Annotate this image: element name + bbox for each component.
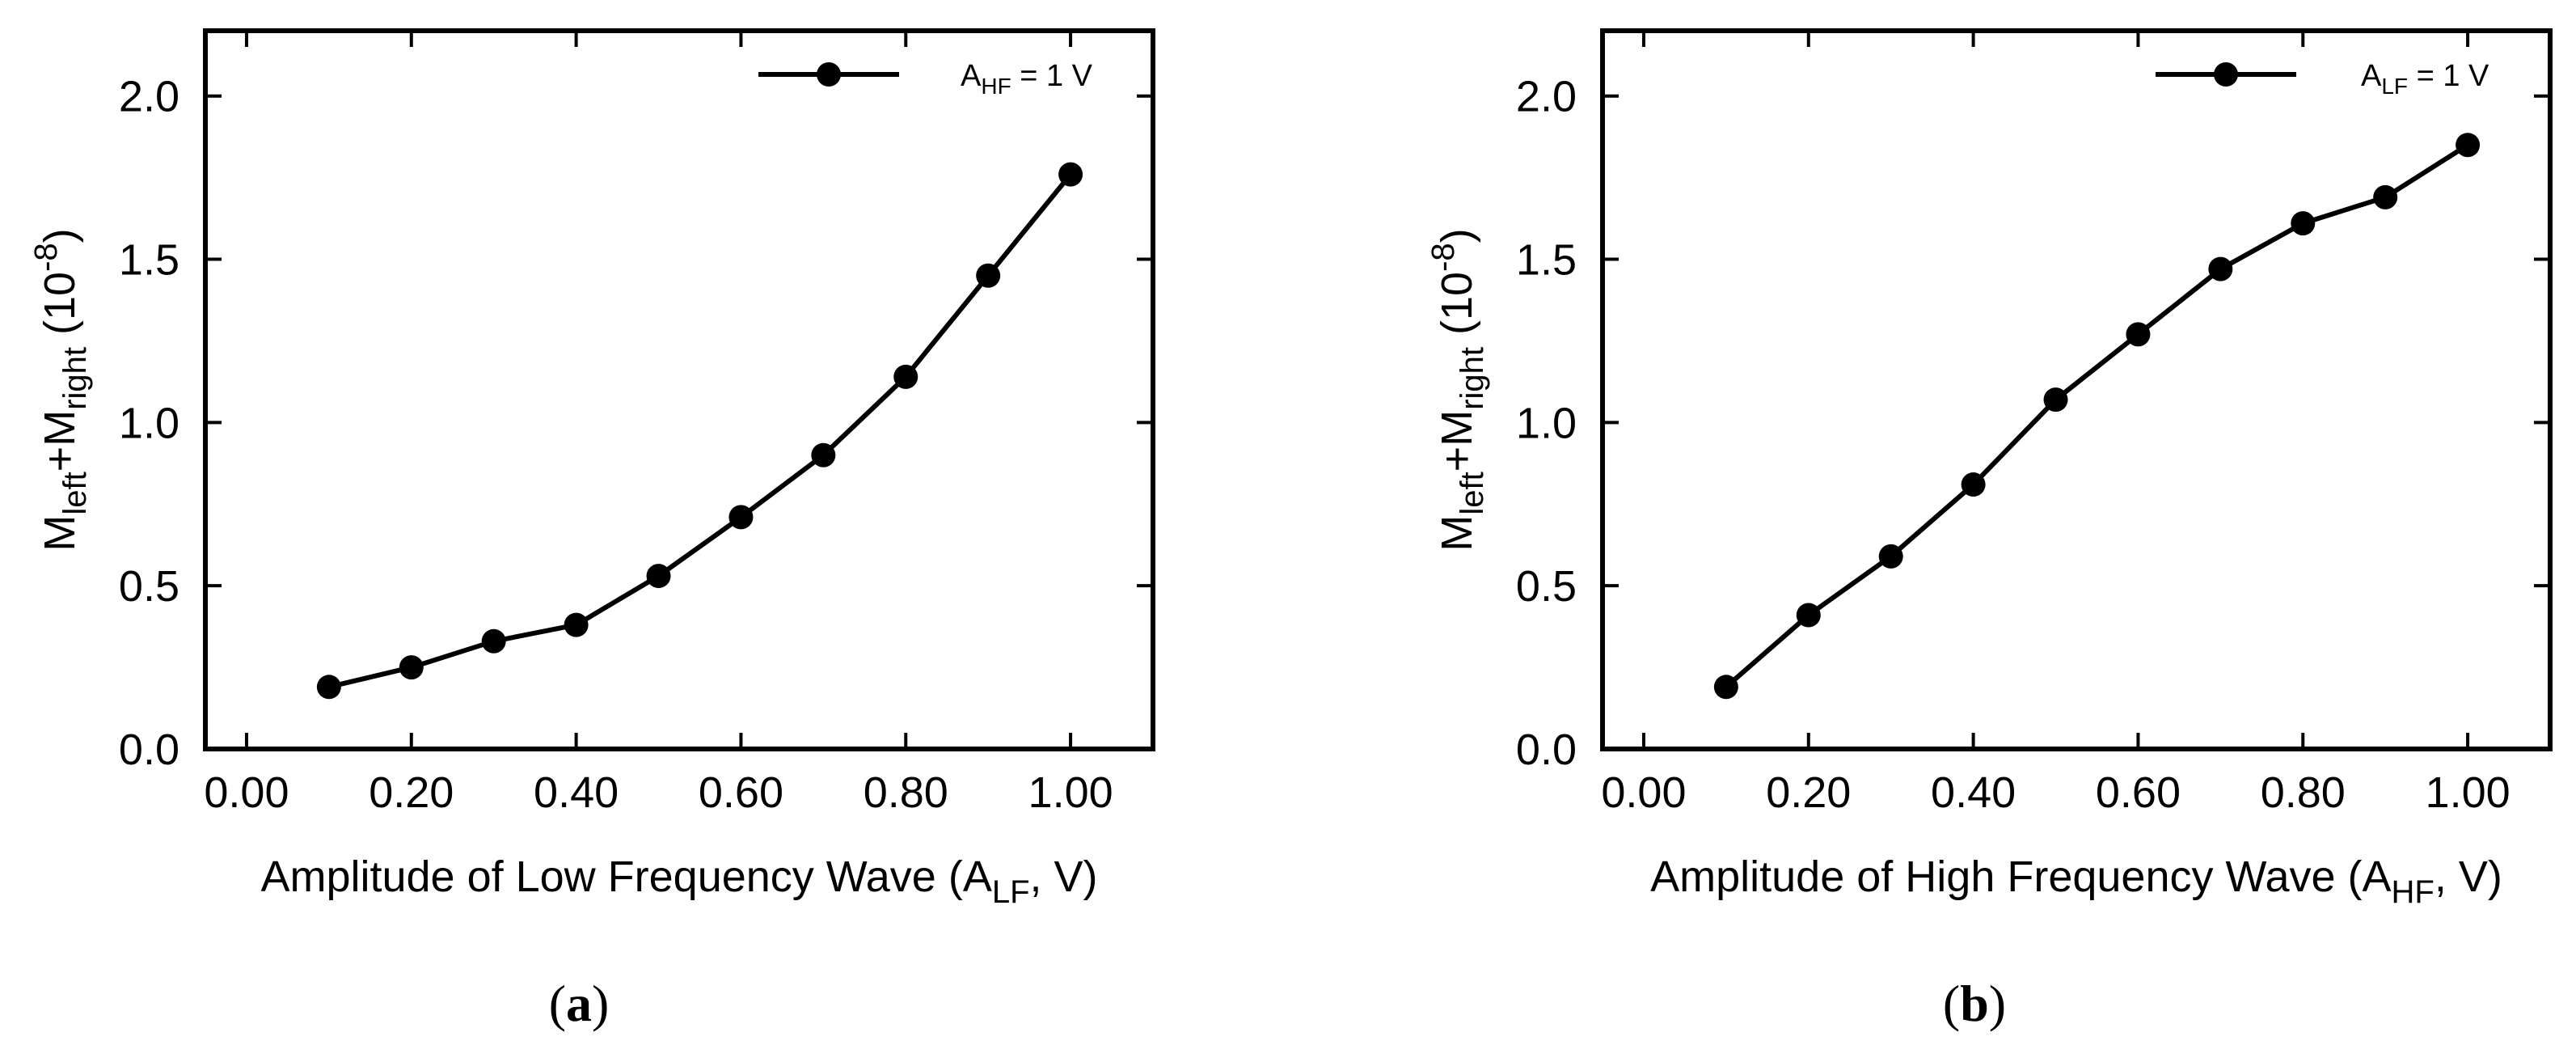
x-tick-label-b: 0.80 [2261,768,2346,817]
y-tick-label-b: 2.0 [1516,73,1577,121]
data-point-a [893,364,918,389]
x-tick-label-b: 0.20 [1766,768,1851,817]
data-point-a [646,564,671,589]
x-tick-label-b: 1.00 [2426,768,2511,817]
legend-b: ALF = 1 V [2156,59,2489,99]
data-point-a [811,442,836,468]
data-point-b [2456,133,2481,158]
data-point-b [1796,603,1821,628]
plot-frame-b [1600,28,2553,751]
x-tick-label-b: 0.00 [1601,768,1686,817]
x-tick-label-a: 0.60 [699,768,783,817]
y-tick-label-a: 1.0 [119,399,179,447]
data-point-b [2126,322,2151,347]
x-tick-label-b: 0.40 [1931,768,2016,817]
data-point-b [1961,472,1986,497]
x-tick-label-a: 0.20 [369,768,454,817]
data-point-b [2208,256,2233,281]
data-point-b [1713,675,1738,700]
data-point-a [564,612,589,637]
y-tick-label-b: 0.0 [1516,726,1577,774]
y-tick-label-b: 0.5 [1516,562,1577,611]
x-tick-label-a: 0.00 [204,768,289,817]
data-point-a [399,655,424,680]
series-group-a [316,162,1083,700]
legend-marker-a [817,62,841,87]
data-point-a [728,505,754,530]
data-point-a [1058,162,1083,187]
x-tick-label-a: 1.00 [1028,768,1113,817]
y-tick-label-a: 1.5 [119,236,179,285]
y-tick-label-a: 0.5 [119,562,179,611]
legend-marker-b [2214,62,2238,87]
legend-label-b: ALF = 1 V [2361,59,2489,99]
y-axis-label-b: Mleft+Mright (10-8) [1425,228,1490,551]
plot-frame-a [203,28,1155,751]
x-tick-label-a: 0.40 [534,768,619,817]
y-axis-label-a: Mleft+Mright (10-8) [28,228,93,551]
x-tick-label-b: 0.60 [2096,768,2181,817]
legend-a: AHF = 1 V [758,59,1093,99]
chart-panel-b: 0.00 0.20 0.40 0.60 0.80 1.000.00.51.01.52.0 … [1425,28,2553,1032]
x-axis-label-b: Amplitude of High Frequency Wave (AHF, V… [1650,852,2502,910]
y-tick-label-a: 0.0 [119,726,179,774]
data-point-a [481,628,506,654]
data-point-b [2291,211,2316,236]
series-line-a [328,172,1073,690]
x-axis-label-a: Amplitude of Low Frequency Wave (ALF, V) [260,852,1097,910]
panel-caption-a: (a) [549,975,610,1032]
legend-label-a: AHF = 1 V [961,59,1093,99]
series-line-b [1724,142,2469,689]
series-group-b [1713,133,2481,700]
data-point-a [316,675,341,700]
data-point-b [2043,387,2068,412]
x-tick-label-a: 0.80 [864,768,948,817]
tick-group-b: 0.00 0.20 0.40 0.60 0.80 1.00 0.0 0.5 1.0 1.5 2.0 [1516,31,2550,817]
data-point-a [976,263,1001,288]
panel-caption-b: (b) [1943,975,2006,1032]
data-point-b [1878,544,1903,569]
y-tick-label-b: 1.5 [1516,236,1577,285]
chart-panel-a: 0.00 0.20 0.40 0.60 0.80 1.000.00.51.01.52.0 … [28,28,1155,1032]
tick-group-a: 0.00 0.20 0.40 0.60 0.80 1.00 0.0 0.5 1.0 1.5 2.0 [119,31,1153,817]
y-tick-label-b: 1.0 [1516,399,1577,447]
data-point-b [2373,184,2398,209]
y-tick-label-a: 2.0 [119,73,179,121]
